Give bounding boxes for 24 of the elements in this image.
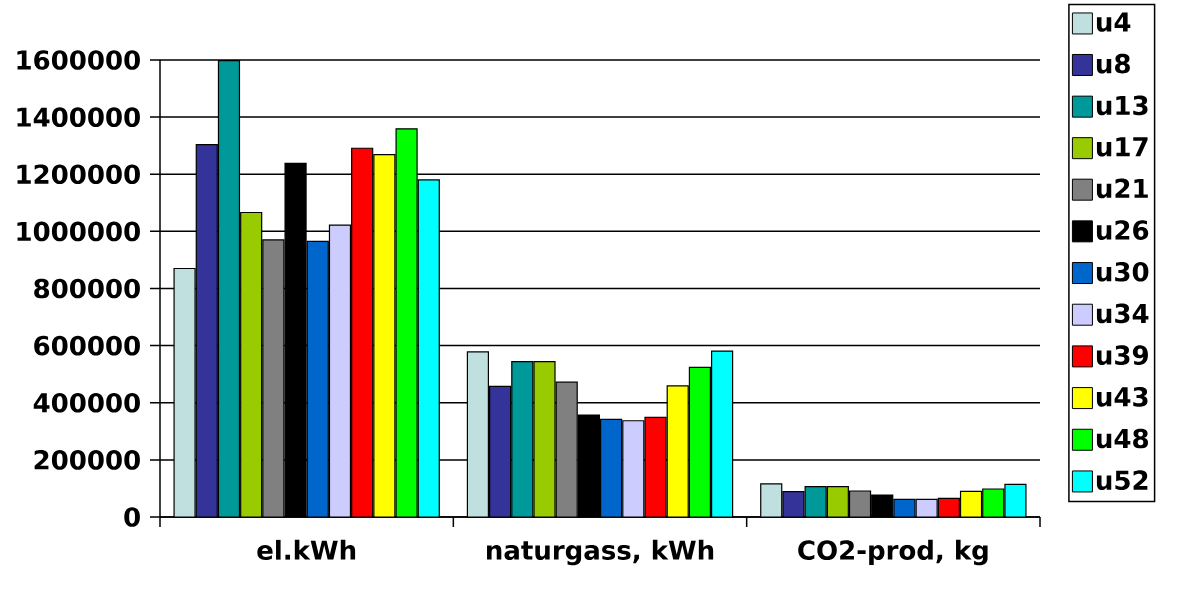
x-tick-label: CO2-prod, kg <box>798 539 988 566</box>
x-tick-label: el.kWh <box>257 539 356 560</box>
y-tick-label: 1400000 <box>17 107 140 127</box>
legend-label: u21 <box>1096 178 1148 199</box>
y-tick-label: 600000 <box>34 335 140 356</box>
legend-label: u17 <box>1096 137 1148 157</box>
legend-label: u39 <box>1096 345 1148 365</box>
y-tick-label: 0 <box>124 507 140 527</box>
y-tick-label: 200000 <box>34 450 140 470</box>
legend-label: u34 <box>1096 303 1149 324</box>
legend-label: u26 <box>1096 220 1149 240</box>
legend-label: u43 <box>1096 386 1148 407</box>
legend-label: u52 <box>1096 470 1148 491</box>
y-tick-label: 1200000 <box>17 164 140 185</box>
y-tick-label: 400000 <box>33 392 140 413</box>
x-tick-label: naturgass, kWh <box>487 539 714 566</box>
legend-label: u30 <box>1096 261 1149 282</box>
y-tick-label: 800000 <box>34 278 140 299</box>
legend-label: u4 <box>1096 12 1131 32</box>
legend-label: u48 <box>1096 428 1148 449</box>
legend-label: u13 <box>1096 95 1148 116</box>
legend-label: u8 <box>1096 53 1130 74</box>
y-tick-label: 1600000 <box>17 50 140 70</box>
y-tick-label: 1000000 <box>17 221 140 242</box>
